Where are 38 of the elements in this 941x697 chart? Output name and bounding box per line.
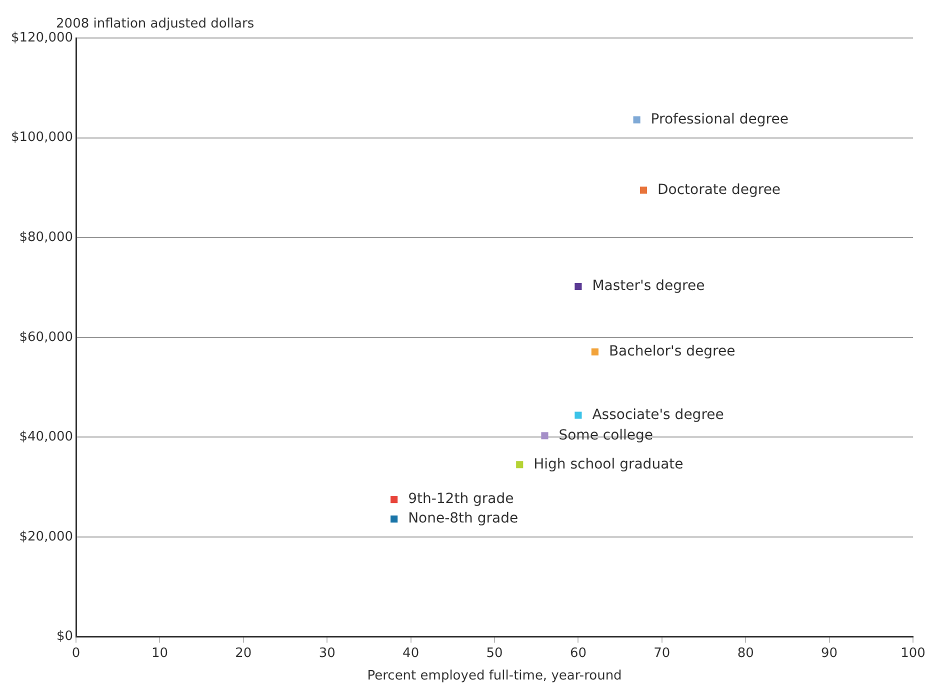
x-tick-label: 50 — [486, 646, 503, 661]
series-label: None-8th grade — [408, 510, 518, 527]
x-tick-label: 70 — [654, 646, 670, 661]
x-tick-label: 30 — [318, 646, 336, 661]
x-tick-label: 40 — [402, 646, 420, 661]
point — [516, 461, 524, 468]
point — [574, 412, 582, 419]
series-label: High school graduate — [534, 456, 684, 472]
point — [591, 348, 598, 356]
series-label: Professional degree — [650, 111, 788, 128]
series-label: 9th-12th grade — [408, 491, 514, 508]
x-axis-title: Percent employed full-time, year-round — [367, 668, 622, 684]
y-tick-label: $100,000 — [11, 130, 74, 146]
y-tick-label: $20,000 — [19, 529, 74, 544]
series-label: Some college — [558, 427, 654, 444]
series-label: Bachelor's degree — [608, 344, 736, 360]
point — [633, 116, 640, 124]
x-tick-label: 100 — [900, 646, 926, 661]
x-tick-label: 60 — [570, 646, 586, 661]
x-tick-label: 0 — [72, 646, 80, 661]
y-tick-label: $120,000 — [11, 30, 74, 46]
point — [541, 432, 548, 440]
y-tick-label: $80,000 — [19, 230, 74, 245]
x-tick-label: 20 — [235, 646, 252, 661]
point — [390, 516, 398, 523]
point — [390, 496, 398, 504]
y-axis-title: 2008 inflation adjusted dollars — [56, 16, 254, 32]
x-tick-label: 90 — [821, 646, 838, 661]
y-tick-label: $40,000 — [19, 430, 74, 445]
series-label: Doctorate degree — [657, 182, 781, 198]
y-tick-label: $60,000 — [19, 330, 74, 345]
y-tick-label: $0 — [56, 629, 74, 644]
series-label: Master's degree — [592, 278, 705, 294]
x-tick-label: 10 — [151, 646, 168, 661]
series-label: Associate's degree — [592, 406, 724, 423]
point — [574, 282, 582, 290]
x-tick-label: 80 — [737, 646, 754, 661]
point — [640, 186, 648, 194]
